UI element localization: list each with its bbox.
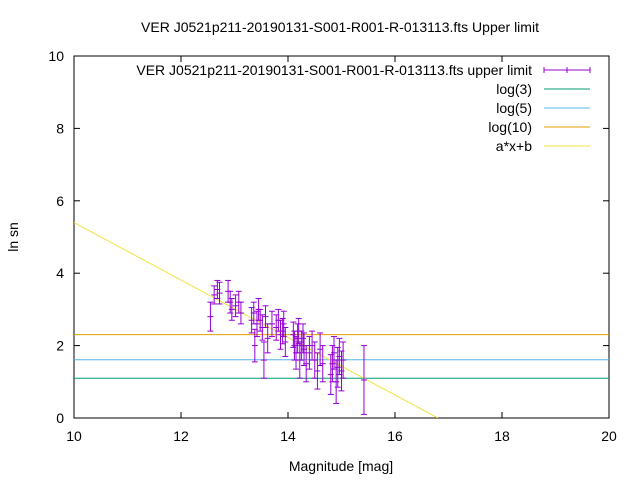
data-point xyxy=(309,330,316,361)
data-point xyxy=(250,301,257,325)
x-tick-label: 18 xyxy=(494,428,510,444)
data-point xyxy=(360,345,367,415)
data-point xyxy=(299,323,306,354)
x-tick-label: 10 xyxy=(66,428,82,444)
data-point xyxy=(264,323,271,354)
data-point xyxy=(279,317,286,345)
data-point xyxy=(303,345,310,383)
data-point xyxy=(253,310,260,338)
data-point xyxy=(228,298,235,321)
data-point xyxy=(280,310,287,338)
data-point xyxy=(317,332,324,367)
data-point xyxy=(216,281,223,305)
data-point xyxy=(237,301,244,325)
x-tick-label: 16 xyxy=(387,428,403,444)
legend-label: log(10) xyxy=(488,119,532,135)
y-tick-label: 10 xyxy=(48,48,64,64)
data-point xyxy=(340,341,347,379)
data-point xyxy=(232,294,239,318)
data-point xyxy=(268,310,275,338)
data-point xyxy=(207,301,214,332)
data-point xyxy=(260,341,267,379)
data-point xyxy=(251,328,258,363)
y-tick-label: 2 xyxy=(56,338,64,354)
series-clip-group xyxy=(74,222,609,418)
data-point xyxy=(290,321,297,348)
x-tick-label: 20 xyxy=(601,428,617,444)
x-tick-label: 14 xyxy=(280,428,296,444)
plot-area xyxy=(73,55,610,419)
legend-label: a*x+b xyxy=(496,138,532,154)
y-axis: 0 2 4 6 8 10 xyxy=(48,48,609,426)
data-point xyxy=(259,314,266,341)
data-point xyxy=(311,341,318,379)
y-tick-label: 8 xyxy=(56,120,64,136)
legend-label: log(3) xyxy=(496,81,532,97)
data-point xyxy=(331,336,338,370)
x-tick-label: 12 xyxy=(173,428,189,444)
y-tick-label: 6 xyxy=(56,193,64,209)
chart-title: VER J0521p211-20190131-S001-R001-R-01311… xyxy=(141,19,539,35)
data-point xyxy=(306,336,313,370)
data-point xyxy=(282,327,289,357)
data-point xyxy=(319,345,326,383)
y-axis-label: ln sn xyxy=(5,222,21,252)
x-axis-label: Magnitude [mag] xyxy=(289,458,393,474)
legend-label: VER J0521p211-20190131-S001-R001-R-01311… xyxy=(136,62,532,78)
data-point xyxy=(211,285,218,305)
legend: VER J0521p211-20190131-S001-R001-R-01311… xyxy=(136,62,591,154)
legend-label: log(5) xyxy=(496,100,532,116)
x-axis: 10 12 14 16 18 20 xyxy=(66,56,617,444)
plot-frame xyxy=(73,55,610,419)
y-tick-label: 0 xyxy=(56,410,64,426)
series-layer xyxy=(74,222,609,418)
y-tick-label: 4 xyxy=(56,265,64,281)
data-point xyxy=(314,352,321,390)
